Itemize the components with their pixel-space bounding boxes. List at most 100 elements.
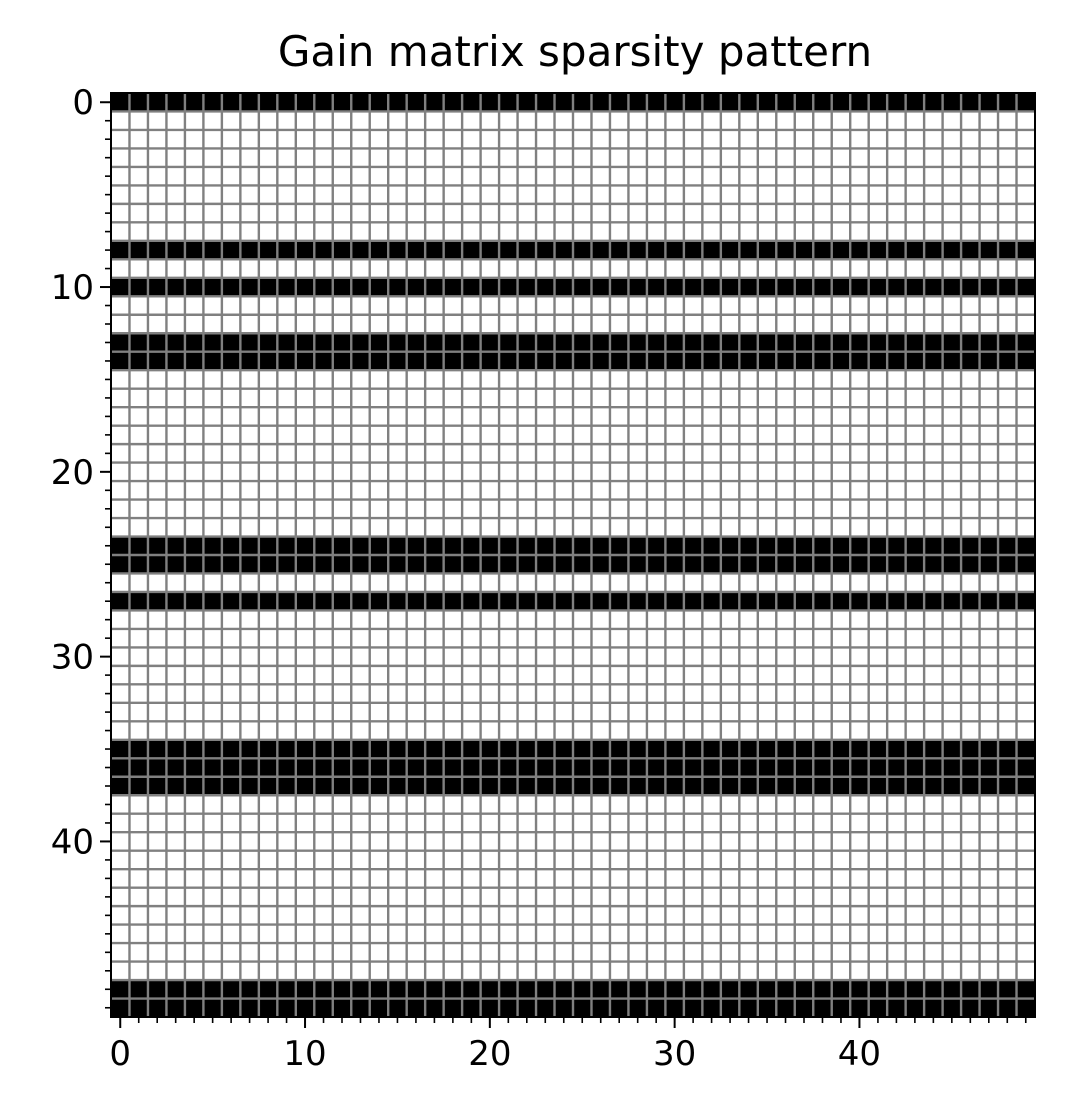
- nonzero-cell: [794, 980, 814, 999]
- nonzero-cell: [942, 555, 962, 574]
- nonzero-cell: [609, 739, 629, 759]
- nonzero-cell: [702, 240, 722, 260]
- nonzero-cell: [609, 776, 629, 796]
- nonzero-cell: [757, 998, 777, 1018]
- nonzero-cell: [831, 758, 851, 778]
- x-tick-label: 0: [109, 1034, 131, 1074]
- nonzero-cell: [794, 998, 814, 1018]
- nonzero-cell: [683, 980, 703, 999]
- nonzero-cell: [240, 93, 260, 112]
- nonzero-cell: [221, 555, 241, 574]
- nonzero-cell: [203, 277, 223, 297]
- nonzero-cell: [240, 776, 260, 796]
- nonzero-cell: [111, 739, 130, 759]
- nonzero-cell: [536, 333, 555, 353]
- nonzero-cell: [1016, 980, 1036, 999]
- nonzero-cell: [831, 277, 851, 297]
- nonzero-cell: [277, 776, 297, 796]
- nonzero-cell: [998, 776, 1017, 796]
- nonzero-cell: [388, 277, 407, 297]
- nonzero-cell: [277, 555, 297, 574]
- nonzero-cell: [462, 980, 481, 999]
- nonzero-cell: [554, 980, 574, 999]
- nonzero-cell: [905, 536, 925, 556]
- nonzero-cell: [924, 758, 943, 778]
- nonzero-cell: [554, 333, 574, 353]
- nonzero-cell: [813, 351, 833, 371]
- nonzero-cell: [702, 93, 722, 112]
- nonzero-cell: [111, 93, 130, 112]
- nonzero-cell: [369, 758, 389, 778]
- nonzero-cell: [129, 776, 149, 796]
- nonzero-cell: [425, 591, 444, 611]
- nonzero-cell: [665, 93, 685, 112]
- nonzero-cell: [683, 333, 703, 353]
- nonzero-cell: [831, 240, 851, 260]
- nonzero-cell: [979, 758, 999, 778]
- nonzero-cell: [628, 555, 648, 574]
- nonzero-cell: [295, 739, 315, 759]
- nonzero-cell: [739, 776, 759, 796]
- nonzero-cell: [277, 277, 297, 297]
- nonzero-cell: [831, 591, 851, 611]
- nonzero-cell: [240, 333, 260, 353]
- nonzero-cell: [499, 333, 518, 353]
- nonzero-cell: [924, 555, 943, 574]
- nonzero-cell: [739, 980, 759, 999]
- nonzero-cell: [277, 739, 297, 759]
- nonzero-cell: [221, 536, 241, 556]
- nonzero-cell: [388, 93, 407, 112]
- nonzero-cell: [166, 240, 186, 260]
- nonzero-cell: [591, 591, 611, 611]
- nonzero-cell: [554, 758, 574, 778]
- nonzero-cell: [887, 758, 906, 778]
- nonzero-cell: [111, 277, 130, 297]
- nonzero-cell: [388, 240, 407, 260]
- x-tick-label: 20: [468, 1034, 511, 1074]
- nonzero-cell: [628, 277, 648, 297]
- nonzero-cell: [850, 980, 869, 999]
- nonzero-cell: [850, 93, 869, 112]
- nonzero-cell: [388, 351, 407, 371]
- nonzero-cell: [591, 555, 611, 574]
- nonzero-cell: [277, 980, 297, 999]
- nonzero-cell: [388, 758, 407, 778]
- nonzero-cell: [147, 591, 167, 611]
- nonzero-cell: [388, 591, 407, 611]
- nonzero-cell: [794, 93, 814, 112]
- nonzero-cell: [757, 536, 777, 556]
- nonzero-cell: [720, 591, 740, 611]
- nonzero-cell: [942, 739, 962, 759]
- nonzero-cell: [979, 739, 999, 759]
- nonzero-cell: [813, 93, 833, 112]
- nonzero-cell: [536, 555, 555, 574]
- nonzero-cell: [776, 758, 796, 778]
- x-tick-label: 10: [283, 1034, 326, 1074]
- nonzero-cell: [813, 240, 833, 260]
- nonzero-cell: [757, 758, 777, 778]
- nonzero-cell: [425, 277, 444, 297]
- y-tick-label: 0: [72, 83, 94, 123]
- nonzero-cell: [776, 980, 796, 999]
- nonzero-cell: [739, 93, 759, 112]
- plot-frame: [110, 92, 1036, 1018]
- nonzero-cell: [554, 93, 574, 112]
- nonzero-cell: [776, 998, 796, 1018]
- nonzero-cell: [314, 277, 334, 297]
- nonzero-cell: [868, 536, 888, 556]
- nonzero-cell: [665, 536, 685, 556]
- nonzero-cell: [961, 333, 980, 353]
- nonzero-cell: [111, 591, 130, 611]
- nonzero-cell: [351, 591, 371, 611]
- nonzero-cell: [425, 758, 444, 778]
- nonzero-cell: [369, 776, 389, 796]
- nonzero-cell: [942, 333, 962, 353]
- nonzero-cell: [332, 998, 352, 1018]
- nonzero-cell: [961, 998, 980, 1018]
- nonzero-cell: [184, 998, 204, 1018]
- nonzero-cell: [240, 980, 260, 999]
- nonzero-cell: [554, 998, 574, 1018]
- nonzero-cell: [111, 351, 130, 371]
- nonzero-cell: [850, 758, 869, 778]
- nonzero-cell: [831, 980, 851, 999]
